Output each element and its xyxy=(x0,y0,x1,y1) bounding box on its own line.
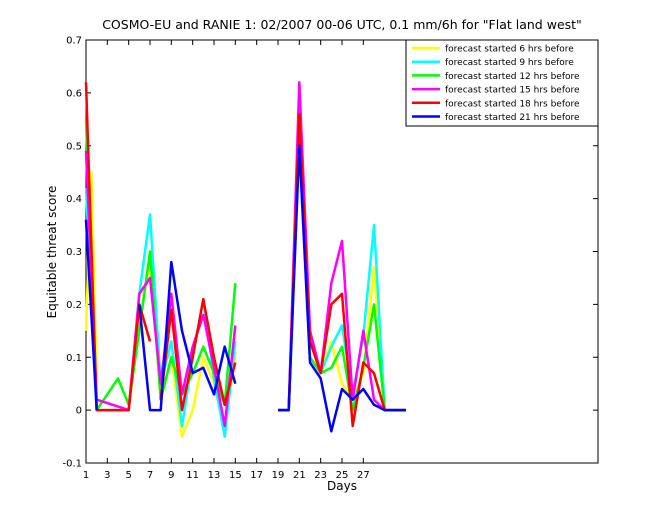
chart-title: COSMO-EU and RANIE 1: 02/2007 00-06 UTC,… xyxy=(102,17,582,32)
x-axis-label: Days xyxy=(327,479,357,493)
y-tick-label: 0.1 xyxy=(66,353,82,364)
x-tick-label: 19 xyxy=(272,470,285,481)
legend-label-5: forecast started 18 hrs before xyxy=(445,99,580,109)
legend: forecast started 6 hrs before forecast st… xyxy=(405,39,599,127)
y-tick-label: 0.3 xyxy=(66,247,82,258)
series-line-3 xyxy=(84,119,237,412)
series-line-6 xyxy=(84,219,98,411)
legend-box xyxy=(405,39,599,127)
x-tick-label: 17 xyxy=(250,470,263,481)
x-tick-label: 25 xyxy=(336,470,349,481)
x-tick-label: 21 xyxy=(293,470,306,481)
x-tick-label: 3 xyxy=(104,470,110,481)
series-line-1 xyxy=(84,170,98,384)
x-tick-label: 9 xyxy=(168,470,174,481)
legend-label-2: forecast started 9 hrs before xyxy=(445,58,574,68)
x-tick-label: 23 xyxy=(314,470,327,481)
x-tick-label: 7 xyxy=(147,470,153,481)
y-tick-label: 0.4 xyxy=(66,194,82,205)
series-line-5 xyxy=(159,297,237,412)
legend-items: forecast started 6 hrs before forecast st… xyxy=(412,45,580,123)
legend-label-3: forecast started 12 hrs before xyxy=(445,72,580,82)
series-line-6 xyxy=(278,144,406,433)
x-tick-label: 13 xyxy=(208,470,221,481)
axis-ticks-group: 1 3 5 7 9 11 13 15 17 19 21 23 25 27-0.100.10.20.30.4… xyxy=(62,36,598,481)
y-tick-label: -0.1 xyxy=(62,459,82,470)
legend-label-1: forecast started 6 hrs before xyxy=(445,45,574,55)
y-tick-label: 0.2 xyxy=(66,300,82,311)
y-tick-label: 0.7 xyxy=(66,36,82,47)
x-tick-label: 27 xyxy=(357,470,370,481)
x-tick-label: 1 xyxy=(83,470,89,481)
legend-label-6: forecast started 21 hrs before xyxy=(445,113,580,123)
y-tick-label: 0.6 xyxy=(66,88,82,99)
x-tick-label: 15 xyxy=(229,470,242,481)
x-tick-label: 5 xyxy=(125,470,131,481)
series-line-6 xyxy=(138,260,237,412)
series-lines-group xyxy=(84,81,406,438)
y-tick-label: 0 xyxy=(76,406,82,417)
y-axis-label: Equitable threat score xyxy=(45,186,59,319)
y-tick-label: 0.5 xyxy=(66,141,82,152)
legend-label-4: forecast started 15 hrs before xyxy=(445,86,580,96)
x-tick-label: 11 xyxy=(186,470,199,481)
